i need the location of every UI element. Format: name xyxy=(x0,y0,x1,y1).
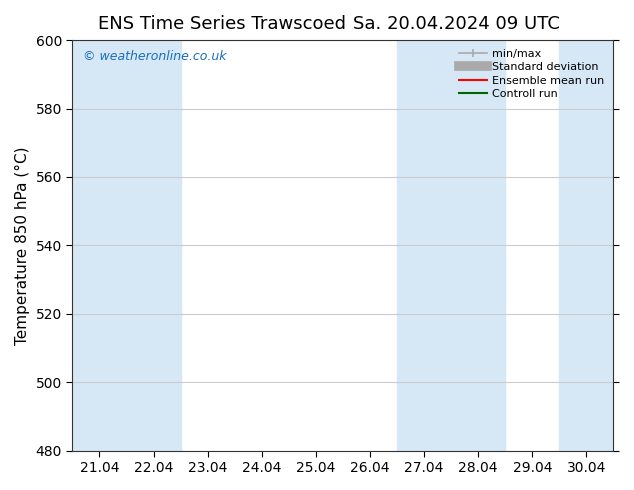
Text: Sa. 20.04.2024 09 UTC: Sa. 20.04.2024 09 UTC xyxy=(353,15,560,33)
Bar xyxy=(559,40,614,451)
Bar xyxy=(72,40,126,451)
Bar xyxy=(126,40,181,451)
Y-axis label: Temperature 850 hPa (°C): Temperature 850 hPa (°C) xyxy=(15,146,30,344)
Legend: min/max, Standard deviation, Ensemble mean run, Controll run: min/max, Standard deviation, Ensemble me… xyxy=(456,46,608,102)
Text: ENS Time Series Trawscoed: ENS Time Series Trawscoed xyxy=(98,15,346,33)
Text: © weatheronline.co.uk: © weatheronline.co.uk xyxy=(83,50,227,63)
Bar xyxy=(397,40,505,451)
